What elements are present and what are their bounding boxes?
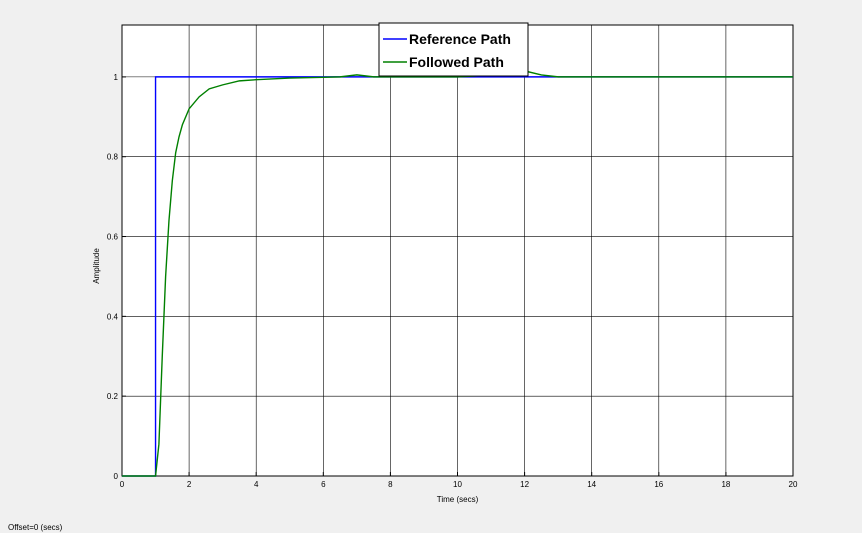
- x-tick-label: 8: [388, 480, 393, 489]
- y-tick-label: 0: [114, 472, 119, 481]
- x-tick-label: 20: [789, 480, 798, 489]
- y-tick-label: 0.6: [107, 233, 119, 242]
- x-tick-label: 0: [120, 480, 125, 489]
- x-tick-label: 6: [321, 480, 326, 489]
- x-axis-label: Time (secs): [437, 495, 479, 504]
- x-tick-label: 16: [654, 480, 663, 489]
- offset-label: Offset=0 (secs): [8, 523, 63, 532]
- x-tick-label: 10: [453, 480, 462, 489]
- x-tick-label: 2: [187, 480, 192, 489]
- y-tick-label: 0.8: [107, 153, 119, 162]
- y-tick-label: 0.4: [107, 312, 119, 321]
- x-tick-label: 12: [520, 480, 529, 489]
- y-tick-label: 1: [114, 73, 119, 82]
- x-tick-label: 18: [721, 480, 730, 489]
- legend-label-0: Reference Path: [409, 31, 511, 47]
- y-axis-label: Amplitude: [92, 248, 101, 284]
- ticks: 0 2 4 6 8 10 12 14 16 18 20 0 0.2 0.4 0.6 0.8 1: [107, 73, 798, 489]
- x-tick-label: 4: [254, 480, 259, 489]
- y-tick-label: 0.2: [107, 392, 119, 401]
- legend-label-1: Followed Path: [409, 54, 504, 70]
- x-tick-label: 14: [587, 480, 596, 489]
- legend: Reference Path Followed Path: [378, 22, 529, 77]
- legend-box: [378, 22, 529, 77]
